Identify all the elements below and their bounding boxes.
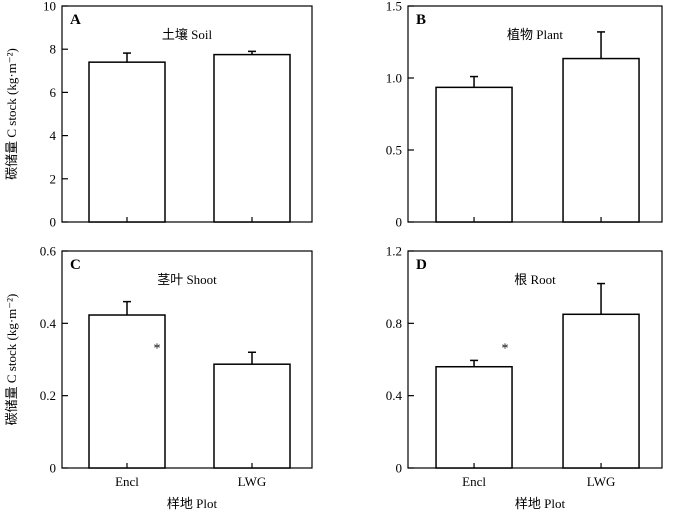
bar-lwg — [562, 313, 640, 469]
panel-a: 0 2 4 6 8 10 A 土壤 Soil 碳储量 C stock (kg·m⁻²) — [4, 0, 313, 230]
axis-frame — [61, 250, 313, 469]
panel-c: 0 0.2 0.4 0.6 Encl LWG C 茎叶 Shoot * 碳储量 C stock (… — [4, 244, 313, 511]
y-tick-label: 0 — [50, 215, 57, 230]
bar-encl — [435, 365, 513, 469]
panel-letter: D — [416, 257, 427, 273]
panel-letter: C — [70, 257, 81, 273]
y-tick-label: 0.5 — [386, 143, 402, 158]
x-tick-label-lwg: LWG — [238, 474, 267, 489]
x-axis-title: 样地 Plot — [515, 496, 566, 511]
y-tick-label: 0.2 — [40, 388, 56, 403]
panel-letter: A — [70, 12, 81, 28]
y-axis-title: 碳储量 C stock (kg·m⁻²) — [4, 294, 19, 426]
y-tick-label: 0.6 — [40, 244, 57, 259]
panel-letter: B — [416, 12, 426, 28]
bar-encl — [88, 314, 166, 469]
y-tick-label: 1.2 — [386, 244, 402, 259]
axis-frame — [407, 5, 663, 223]
axis-frame — [61, 5, 313, 223]
significance-marker: * — [154, 342, 161, 357]
x-tick-label-encl: Encl — [462, 474, 486, 489]
y-tick-label: 1.5 — [386, 0, 402, 14]
y-tick-label: 4 — [50, 128, 57, 143]
bar-encl — [435, 86, 513, 223]
y-tick-label: 8 — [50, 42, 57, 57]
y-tick-label: 0.4 — [40, 316, 57, 331]
y-tick-label: 1.0 — [386, 71, 402, 86]
y-tick-label: 0.8 — [386, 316, 402, 331]
bar-encl — [88, 61, 166, 223]
x-axis-title: 样地 Plot — [167, 496, 218, 511]
y-axis-title: 碳储量 C stock (kg·m⁻²) — [4, 48, 19, 180]
bar-lwg — [213, 363, 291, 469]
panel-d: 0 0.4 0.8 1.2 Encl LWG D 根 Root * 样地 Plot — [386, 244, 663, 511]
x-tick-label-encl: Encl — [115, 474, 139, 489]
bar-lwg — [213, 53, 291, 223]
y-tick-label: 0 — [396, 461, 403, 476]
y-tick-label: 0 — [50, 461, 57, 476]
y-tick-label: 6 — [50, 85, 57, 100]
x-tick-label-lwg: LWG — [587, 474, 616, 489]
panel-b: 0 0.5 1.0 1.5 B 植物 Plant — [386, 0, 663, 230]
axis-frame — [407, 250, 663, 469]
panel-title: 根 Root — [514, 272, 556, 287]
panel-title: 土壤 Soil — [162, 27, 213, 42]
y-tick-label: 10 — [43, 0, 56, 14]
y-tick-label: 2 — [50, 171, 57, 186]
significance-marker: * — [502, 342, 509, 357]
panel-title: 植物 Plant — [507, 27, 563, 42]
y-tick-label: 0.4 — [386, 388, 403, 403]
y-tick-label: 0 — [396, 215, 403, 230]
bar-lwg — [562, 57, 640, 223]
panel-title: 茎叶 Shoot — [157, 272, 217, 287]
